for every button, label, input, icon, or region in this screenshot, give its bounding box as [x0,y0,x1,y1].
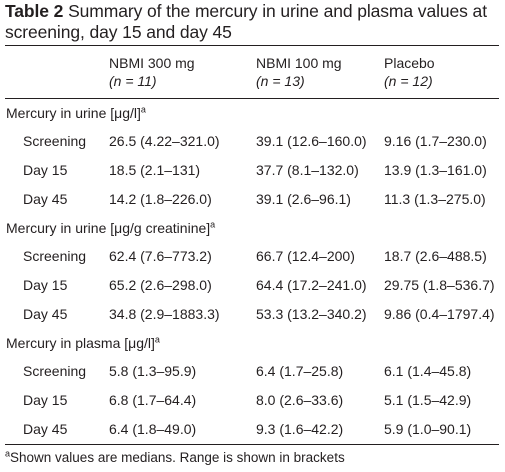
table-row: Day 45 34.8 (2.9–1883.3) 53.3 (13.2–340.2)… [23,306,495,322]
header-col-placebo: Placebo (n = 12) [384,54,435,90]
header-col-name: NBMI 100 mg [256,55,342,71]
table-row: Screening 62.4 (7.6–773.2) 66.7 (12.4–200)… [23,248,487,264]
footnote-text: Shown values are medians. Range is shown… [10,450,345,465]
table-label: Table 2 [5,1,64,21]
section-title: Mercury in urine [μg/l]a [6,104,146,121]
table-row: Day 15 65.2 (2.6–298.0) 64.4 (17.2–241.0) 2… [23,277,495,293]
table-row: Screening 5.8 (1.3–95.9) 6.4 (1.7–25.8) 6.1… [23,363,472,379]
top-rule [5,45,499,46]
section-title: Mercury in urine [μg/g creatinine]a [6,219,216,236]
table-row: Day 15 6.8 (1.7–64.4) 8.0 (2.6–33.6) 5.1 (1… [23,392,472,408]
table-caption: Table 2 Summary of the mercury in urine … [5,1,499,43]
data-table: NBMI 300 mg (n = 11) NBMI 100 mg (n = 13… [5,45,499,445]
header-col-nbmi-300: NBMI 300 mg (n = 11) [109,54,195,90]
table-row: Screening 26.5 (4.22–321.0) 39.1 (12.6–160… [23,133,487,149]
header-rule [5,98,499,99]
header-col-name: NBMI 300 mg [109,55,195,71]
footnote-mark: a [210,219,216,230]
header-col-n: (n = 13) [256,73,305,89]
caption-text: Summary of the mercury in urine and plas… [5,1,487,42]
footnote-mark: a [154,334,160,345]
footnote-mark: a [5,448,11,459]
header-col-n: (n = 12) [384,73,433,89]
footnote-mark: a [140,104,146,115]
section-title: Mercury in plasma [μg/l]a [6,334,160,351]
table-footnote: aShown values are medians. Range is show… [5,449,499,467]
header-col-name: Placebo [384,55,435,71]
table-row: Day 15 18.5 (2.1–131) 37.7 (8.1–132.0) 13.9… [23,162,487,178]
table-row: Day 45 14.2 (1.8–226.0) 39.1 (2.6–96.1) 11.… [23,191,486,207]
table-header: NBMI 300 mg (n = 11) NBMI 100 mg (n = 13… [5,46,499,98]
header-col-n: (n = 11) [109,73,157,89]
header-col-nbmi-100: NBMI 100 mg (n = 13) [256,54,342,90]
table-row: Day 45 6.4 (1.8–49.0) 9.3 (1.6–42.2) 5.9 (1… [23,421,472,437]
bottom-rule [5,444,499,445]
